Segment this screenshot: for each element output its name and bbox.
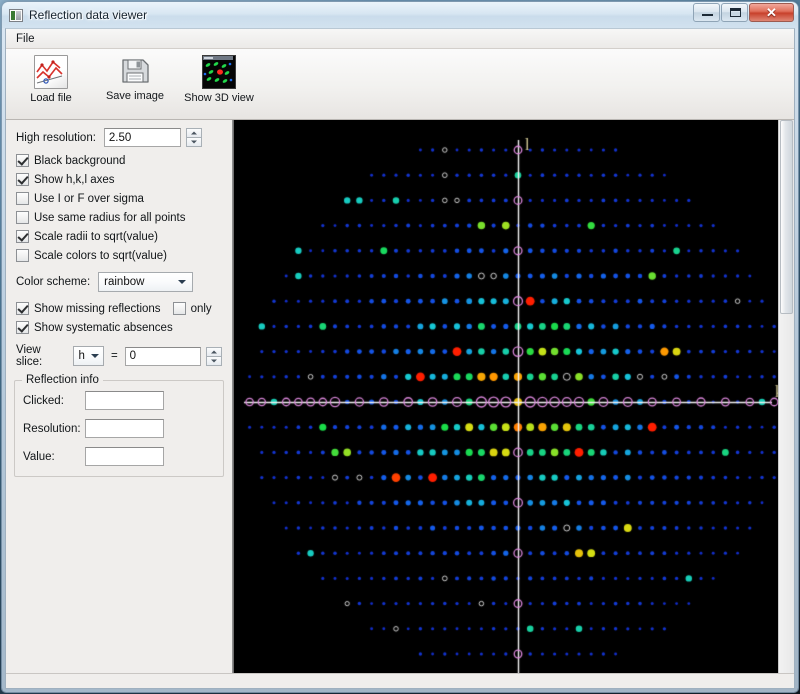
high-resolution-spinner-down[interactable]: [185, 137, 202, 147]
checkbox-black-background[interactable]: Black background: [6, 154, 232, 167]
status-strip: [6, 673, 794, 688]
chevron-down-icon[interactable]: [90, 347, 101, 365]
canvas-vertical-scrollbar[interactable]: [778, 120, 794, 673]
maximize-button[interactable]: [721, 3, 748, 22]
view-slice-spinner-up[interactable]: [206, 346, 222, 356]
controls-panel: High resolution: 2.50 Black background S…: [6, 120, 233, 673]
reflection-info-title: Reflection info: [22, 374, 103, 386]
checkbox-show-systematic-absences-box[interactable]: [16, 321, 29, 334]
view-slice-axis-select[interactable]: h: [72, 346, 104, 366]
resolution-row: Resolution:: [23, 419, 215, 438]
save-image-button[interactable]: Save image: [102, 53, 168, 102]
reflection-info-group: Reflection info Clicked: Resolution: Val…: [14, 374, 224, 477]
main-body: High resolution: 2.50 Black background S…: [6, 120, 794, 673]
checkbox-missing-only-box[interactable]: [172, 302, 186, 315]
view-slice-spinner-down[interactable]: [206, 355, 222, 366]
checkbox-use-i-or-f-over-sigma-box[interactable]: [16, 192, 29, 205]
show-3d-view-button[interactable]: Show 3D view: [184, 53, 254, 104]
checkbox-show-missing-reflections[interactable]: Show missing reflections only: [6, 302, 232, 315]
checkbox-use-i-or-f-over-sigma[interactable]: Use I or F over sigma: [6, 192, 232, 205]
checkbox-show-systematic-absences-label: Show systematic absences: [34, 321, 173, 334]
title-bar[interactable]: Reflection data viewer ✕: [2, 2, 798, 28]
color-scheme-row: Color scheme: rainbow: [6, 272, 232, 292]
close-icon: ✕: [766, 5, 777, 20]
checkbox-missing-only-label: only: [190, 302, 212, 315]
view-slice-spinner[interactable]: [206, 346, 222, 366]
clicked-row: Clicked:: [23, 391, 215, 410]
checkbox-scale-colors-sqrt-box[interactable]: [16, 249, 29, 262]
checkbox-use-i-or-f-over-sigma-label: Use I or F over sigma: [34, 192, 144, 205]
minimize-button[interactable]: [693, 3, 720, 22]
load-file-icon: [34, 55, 68, 89]
checkbox-black-background-box[interactable]: [16, 154, 29, 167]
window-title: Reflection data viewer: [29, 8, 148, 22]
view-slice-row: View slice: h = 0: [6, 344, 232, 368]
checkbox-show-missing-reflections-label: Show missing reflections: [34, 302, 161, 315]
view-slice-value-input[interactable]: 0: [124, 346, 201, 366]
resolution-label: Resolution:: [23, 422, 81, 435]
menu-bar: File: [6, 29, 794, 49]
toolbar: Load file Save image: [6, 49, 794, 120]
color-scheme-select[interactable]: rainbow: [98, 272, 194, 292]
checkbox-show-missing-reflections-box[interactable]: [16, 302, 29, 315]
view-slice-axis-value: h: [78, 350, 85, 362]
close-button[interactable]: ✕: [749, 3, 794, 22]
checkbox-use-same-radius-label: Use same radius for all points: [34, 211, 186, 224]
checkbox-scale-colors-sqrt-label: Scale colors to sqrt(value): [34, 249, 167, 262]
maximize-icon: [730, 8, 741, 17]
checkbox-use-same-radius[interactable]: Use same radius for all points: [6, 211, 232, 224]
plot-area[interactable]: [233, 120, 794, 673]
clicked-field[interactable]: [85, 391, 164, 410]
value-field[interactable]: [85, 447, 164, 466]
checkbox-scale-radii-sqrt-box[interactable]: [16, 230, 29, 243]
high-resolution-label: High resolution:: [16, 131, 96, 144]
view-slice-equals: =: [110, 350, 118, 362]
reflection-plot-canvas[interactable]: [234, 120, 794, 673]
menu-file[interactable]: File: [16, 32, 35, 45]
save-image-icon: [119, 55, 151, 87]
show-3d-view-label: Show 3D view: [184, 92, 254, 104]
checkbox-show-systematic-absences[interactable]: Show systematic absences: [6, 321, 232, 334]
high-resolution-spinner[interactable]: [185, 128, 202, 147]
window-controls: ✕: [692, 3, 794, 22]
canvas-scrollbar-thumb[interactable]: [780, 120, 793, 314]
client-area: File Load file: [5, 28, 795, 689]
load-file-label: Load file: [30, 92, 72, 104]
minimize-icon: [702, 14, 713, 16]
checkbox-show-hkl-axes-box[interactable]: [16, 173, 29, 186]
high-resolution-spinner-up[interactable]: [185, 128, 202, 137]
checkbox-scale-colors-sqrt[interactable]: Scale colors to sqrt(value): [6, 249, 232, 262]
high-resolution-input[interactable]: 2.50: [103, 128, 181, 147]
value-label: Value:: [23, 450, 55, 463]
checkbox-scale-radii-sqrt-label: Scale radii to sqrt(value): [34, 230, 158, 243]
resolution-field[interactable]: [85, 419, 164, 438]
checkbox-show-hkl-axes[interactable]: Show h,k,l axes: [6, 173, 232, 186]
app-icon: [9, 8, 23, 22]
save-image-label: Save image: [105, 90, 165, 102]
color-scheme-label: Color scheme:: [16, 276, 91, 288]
chevron-down-icon[interactable]: [174, 273, 189, 291]
color-scheme-value: rainbow: [104, 276, 145, 288]
checkbox-show-hkl-axes-label: Show h,k,l axes: [34, 173, 115, 186]
load-file-button[interactable]: Load file: [18, 53, 84, 104]
clicked-label: Clicked:: [23, 394, 64, 407]
high-resolution-row: High resolution: 2.50: [6, 128, 232, 147]
checkbox-scale-radii-sqrt[interactable]: Scale radii to sqrt(value): [6, 230, 232, 243]
checkbox-black-background-label: Black background: [34, 154, 126, 167]
checkbox-use-same-radius-box[interactable]: [16, 211, 29, 224]
view-slice-label: View slice:: [16, 344, 43, 368]
value-row: Value:: [23, 447, 215, 466]
show-3d-view-icon: [202, 55, 236, 89]
